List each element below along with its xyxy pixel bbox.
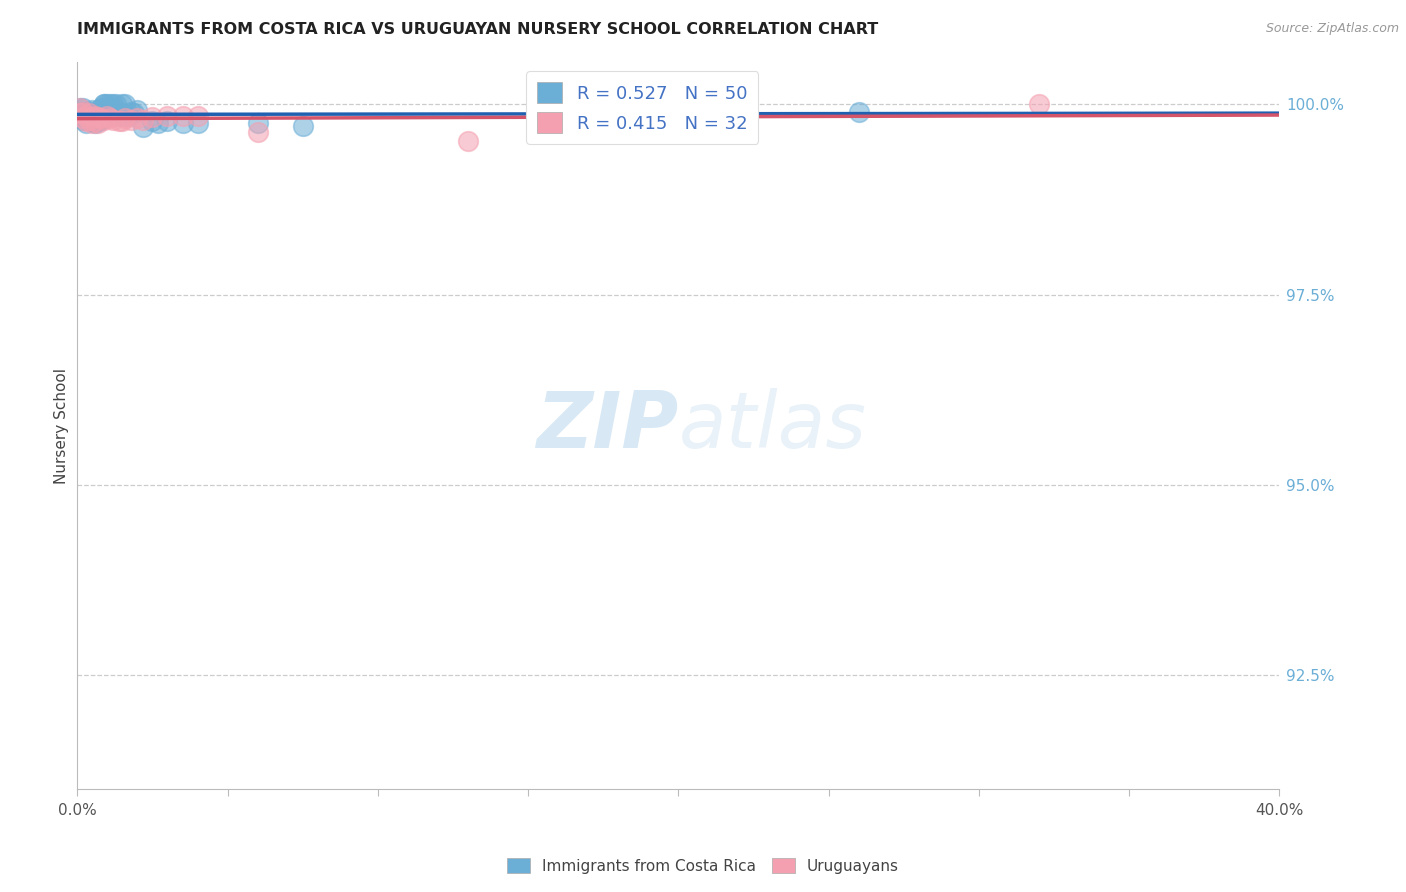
Point xyxy=(79,112,101,127)
Point xyxy=(82,114,104,128)
Text: Source: ZipAtlas.com: Source: ZipAtlas.com xyxy=(1265,22,1399,36)
Point xyxy=(87,116,110,130)
Point xyxy=(105,97,128,112)
Point xyxy=(82,103,104,118)
Point xyxy=(84,109,107,123)
Point xyxy=(84,104,107,119)
Point xyxy=(103,97,125,112)
Point xyxy=(132,112,155,127)
Point xyxy=(87,109,110,123)
Point xyxy=(90,111,112,125)
Point xyxy=(103,106,125,120)
Point xyxy=(96,97,118,112)
Text: atlas: atlas xyxy=(679,388,866,464)
Point xyxy=(93,112,115,127)
Point xyxy=(576,97,599,112)
Point xyxy=(120,112,142,127)
Text: ZIP: ZIP xyxy=(536,388,679,464)
Point xyxy=(75,114,97,128)
Point xyxy=(79,106,101,120)
Point xyxy=(72,111,94,125)
Point xyxy=(79,112,101,127)
Point xyxy=(246,116,269,130)
Point xyxy=(100,97,122,112)
Point xyxy=(69,104,91,119)
Point xyxy=(72,109,94,123)
Point xyxy=(111,114,134,128)
Point xyxy=(1028,97,1050,112)
Point xyxy=(72,101,94,115)
Point xyxy=(108,114,131,128)
Point xyxy=(172,116,194,130)
Point xyxy=(90,112,112,127)
Point xyxy=(96,109,118,123)
Point xyxy=(82,110,104,124)
Point xyxy=(848,104,870,119)
Point xyxy=(82,116,104,130)
Point xyxy=(108,109,131,123)
Point xyxy=(187,109,209,123)
Point xyxy=(79,106,101,120)
Point xyxy=(156,109,179,123)
Point xyxy=(69,109,91,123)
Point xyxy=(90,101,112,115)
Point xyxy=(127,103,149,118)
Point xyxy=(117,109,139,123)
Point xyxy=(246,126,269,140)
Point xyxy=(75,109,97,123)
Point xyxy=(84,116,107,130)
Point xyxy=(124,106,146,120)
Text: IMMIGRANTS FROM COSTA RICA VS URUGUAYAN NURSERY SCHOOL CORRELATION CHART: IMMIGRANTS FROM COSTA RICA VS URUGUAYAN … xyxy=(77,22,879,37)
Point xyxy=(72,112,94,127)
Point xyxy=(96,109,118,123)
Point xyxy=(148,116,170,130)
Legend: R = 0.527   N = 50, R = 0.415   N = 32: R = 0.527 N = 50, R = 0.415 N = 32 xyxy=(526,71,758,144)
Point xyxy=(75,104,97,119)
Point xyxy=(84,114,107,128)
Point xyxy=(120,104,142,119)
Point xyxy=(111,106,134,120)
Point xyxy=(156,114,179,128)
Point xyxy=(75,116,97,130)
Point xyxy=(87,114,110,128)
Point xyxy=(114,97,136,112)
Point xyxy=(111,97,134,112)
Point xyxy=(84,111,107,125)
Point xyxy=(72,104,94,119)
Point xyxy=(291,119,314,133)
Point xyxy=(75,111,97,125)
Point xyxy=(103,112,125,127)
Point xyxy=(69,101,91,115)
Point xyxy=(93,97,115,112)
Point xyxy=(93,97,115,112)
Point xyxy=(72,104,94,119)
Point xyxy=(87,103,110,118)
Point xyxy=(69,106,91,120)
Point xyxy=(187,116,209,130)
Point xyxy=(69,101,91,115)
Point xyxy=(87,110,110,124)
Point xyxy=(127,111,149,125)
Point xyxy=(141,110,163,124)
Point xyxy=(141,114,163,128)
Point xyxy=(82,110,104,124)
Point xyxy=(100,111,122,125)
Point xyxy=(457,134,479,148)
Point xyxy=(132,120,155,135)
Point xyxy=(114,111,136,125)
Point xyxy=(90,106,112,120)
Y-axis label: Nursery School: Nursery School xyxy=(53,368,69,484)
Legend: Immigrants from Costa Rica, Uruguayans: Immigrants from Costa Rica, Uruguayans xyxy=(501,852,905,880)
Point xyxy=(172,109,194,123)
